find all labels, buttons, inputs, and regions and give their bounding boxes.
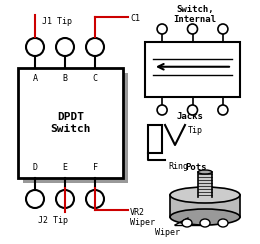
Text: Pots: Pots xyxy=(185,163,206,172)
Ellipse shape xyxy=(170,209,240,225)
Text: DPDT
Switch: DPDT Switch xyxy=(50,112,91,134)
Text: E: E xyxy=(62,163,68,172)
Circle shape xyxy=(218,24,228,34)
Ellipse shape xyxy=(170,187,240,203)
Bar xyxy=(18,68,123,178)
Circle shape xyxy=(56,190,74,208)
Ellipse shape xyxy=(218,219,228,227)
Text: Jacks: Jacks xyxy=(177,112,203,121)
Text: F: F xyxy=(93,163,98,172)
Circle shape xyxy=(157,24,167,34)
Text: B: B xyxy=(62,74,68,83)
Bar xyxy=(145,42,240,97)
Bar xyxy=(170,195,240,217)
Circle shape xyxy=(157,105,167,115)
Text: Switch,
Internal: Switch, Internal xyxy=(173,5,217,24)
Text: C1: C1 xyxy=(130,14,140,23)
Circle shape xyxy=(187,24,198,34)
Circle shape xyxy=(26,190,44,208)
Text: Tip: Tip xyxy=(188,126,203,135)
Circle shape xyxy=(187,105,198,115)
Text: J1 Tip: J1 Tip xyxy=(42,17,72,26)
Circle shape xyxy=(86,190,104,208)
Bar xyxy=(23,73,128,183)
Text: Ring: Ring xyxy=(168,162,188,171)
Circle shape xyxy=(218,105,228,115)
Bar xyxy=(148,125,162,153)
Ellipse shape xyxy=(200,219,210,227)
Circle shape xyxy=(56,38,74,56)
Circle shape xyxy=(86,38,104,56)
Text: Wiper: Wiper xyxy=(155,228,180,237)
Circle shape xyxy=(26,38,44,56)
Text: C: C xyxy=(93,74,98,83)
Text: D: D xyxy=(32,163,37,172)
Ellipse shape xyxy=(182,219,192,227)
Ellipse shape xyxy=(198,170,212,174)
Text: VR2
Wiper: VR2 Wiper xyxy=(130,208,155,227)
Text: A: A xyxy=(32,74,37,83)
Bar xyxy=(198,172,212,197)
Text: J2 Tip: J2 Tip xyxy=(38,216,68,225)
